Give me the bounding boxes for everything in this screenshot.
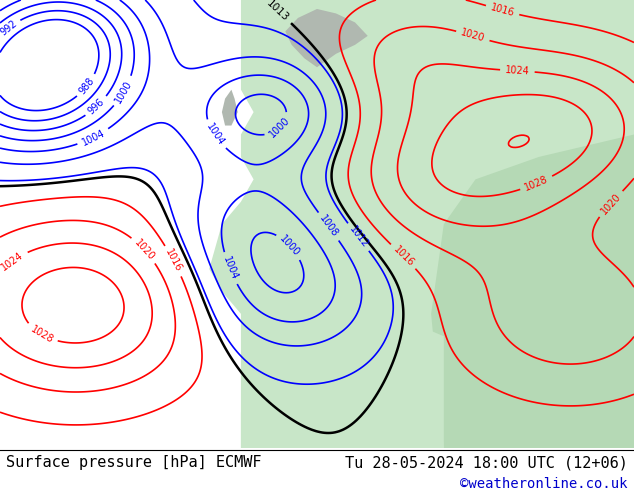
Text: 1004: 1004 (204, 122, 226, 148)
Text: 1004: 1004 (80, 127, 107, 147)
Polygon shape (222, 90, 238, 125)
Text: 1028: 1028 (29, 324, 55, 345)
Text: 1013: 1013 (265, 0, 291, 24)
Text: 1020: 1020 (460, 28, 486, 44)
Polygon shape (241, 323, 444, 448)
Text: Surface pressure [hPa] ECMWF: Surface pressure [hPa] ECMWF (6, 455, 262, 470)
Text: 1028: 1028 (523, 174, 550, 193)
Text: 1020: 1020 (132, 238, 156, 262)
Text: 996: 996 (86, 97, 107, 117)
Text: 1012: 1012 (347, 224, 370, 250)
Polygon shape (285, 9, 368, 67)
Text: 992: 992 (0, 19, 19, 38)
Text: 1000: 1000 (268, 115, 292, 140)
Text: 1000: 1000 (113, 78, 134, 104)
Text: Tu 28-05-2024 18:00 UTC (12+06): Tu 28-05-2024 18:00 UTC (12+06) (345, 455, 628, 470)
Polygon shape (209, 0, 634, 448)
Text: 988: 988 (77, 75, 96, 96)
Text: 1024: 1024 (505, 65, 530, 76)
Text: 1000: 1000 (278, 234, 302, 258)
Text: ©weatheronline.co.uk: ©weatheronline.co.uk (460, 477, 628, 490)
Text: 1016: 1016 (489, 2, 515, 19)
Text: 1020: 1020 (598, 191, 623, 216)
Text: 1016: 1016 (391, 244, 415, 269)
Text: 1008: 1008 (318, 214, 340, 239)
Text: 1016: 1016 (164, 248, 184, 274)
Text: 1004: 1004 (221, 255, 239, 282)
Text: 1024: 1024 (0, 250, 25, 272)
Polygon shape (431, 135, 634, 448)
